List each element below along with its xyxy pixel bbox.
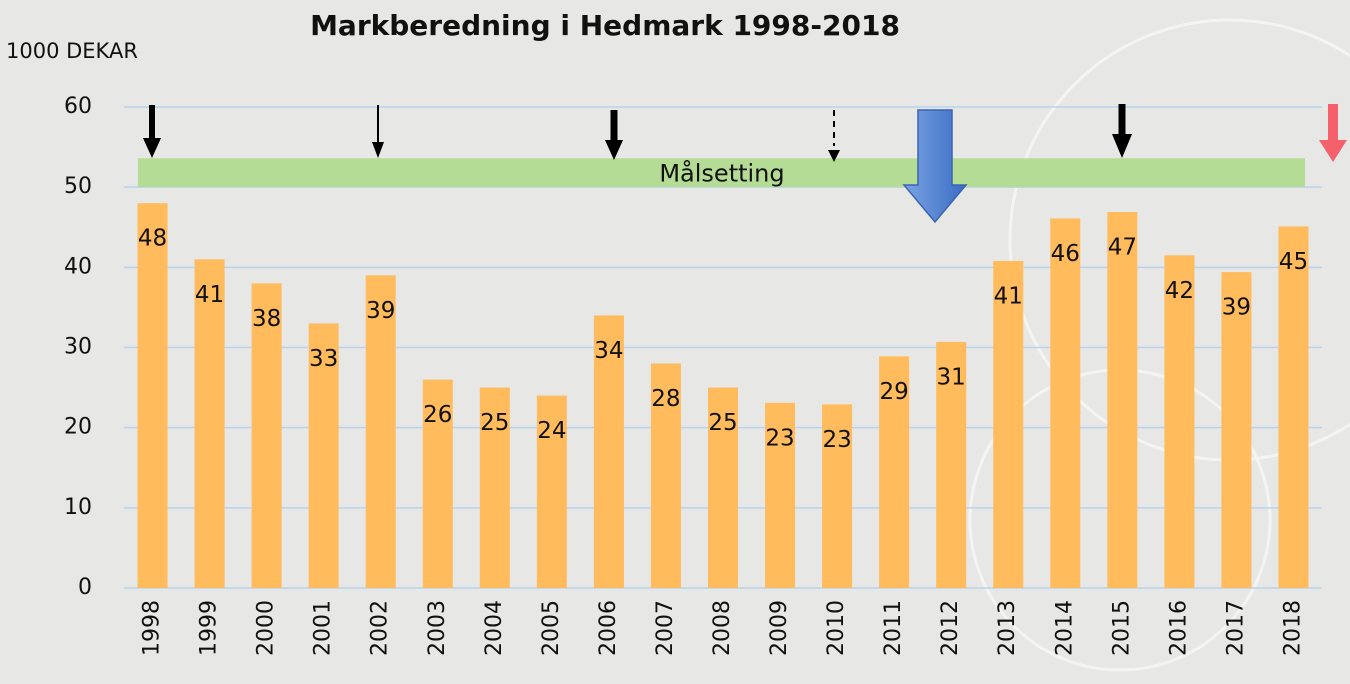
x-tick-label: 2016 — [1166, 600, 1191, 656]
data-label: 39 — [1222, 295, 1251, 321]
chart-title: Markberedning i Hedmark 1998-2018 — [310, 9, 900, 42]
bar — [1164, 255, 1195, 588]
bar — [194, 259, 225, 588]
bar — [993, 260, 1024, 588]
y-tick-label: 40 — [64, 254, 92, 279]
x-tick-label: 2015 — [1109, 600, 1134, 656]
bar — [1278, 226, 1309, 588]
y-tick-label: 30 — [64, 335, 92, 360]
data-label: 25 — [708, 410, 737, 436]
bar — [879, 356, 910, 588]
bar — [593, 315, 624, 588]
target-band: Målsetting — [138, 158, 1305, 188]
bar — [1050, 218, 1081, 588]
bar — [422, 379, 453, 588]
bar — [308, 323, 339, 588]
bar — [479, 387, 510, 588]
x-tick-label: 2011 — [881, 600, 906, 656]
target-label: Målsetting — [659, 159, 784, 188]
data-label: 38 — [252, 306, 281, 332]
bar — [765, 402, 796, 588]
x-tick-label: 2000 — [254, 600, 279, 656]
bar — [936, 341, 967, 588]
data-label: 28 — [651, 386, 680, 412]
data-label: 23 — [822, 427, 851, 453]
data-label: 42 — [1165, 278, 1194, 304]
bar — [708, 387, 738, 588]
data-label: 23 — [765, 425, 794, 451]
x-tick-label: 1998 — [140, 600, 165, 656]
y-axis-label: 1000 DEKAR — [6, 39, 138, 63]
x-tick-label: 2009 — [767, 600, 792, 656]
x-tick-label: 2014 — [1052, 600, 1077, 656]
data-label: 39 — [366, 298, 395, 324]
x-tick-label: 2017 — [1223, 600, 1248, 656]
bar — [137, 203, 168, 588]
data-label: 41 — [195, 282, 224, 308]
y-tick-label: 20 — [64, 415, 92, 440]
x-tick-label: 2008 — [710, 600, 735, 656]
x-tick-label: 2012 — [938, 600, 963, 656]
x-tick-label: 2001 — [311, 600, 336, 656]
data-label: 29 — [880, 379, 909, 405]
data-label: 41 — [994, 283, 1023, 309]
bar — [536, 395, 567, 588]
data-label: 31 — [937, 364, 966, 390]
x-tick-label: 2013 — [995, 600, 1020, 656]
bar — [1221, 272, 1252, 588]
bar — [650, 363, 681, 588]
x-tick-label: 2018 — [1280, 600, 1305, 656]
bar — [822, 404, 853, 588]
data-label: 47 — [1108, 235, 1137, 261]
data-label: 26 — [423, 402, 452, 428]
data-label: 48 — [138, 226, 167, 252]
data-label: 24 — [537, 418, 566, 444]
y-tick-label: 0 — [78, 575, 92, 600]
data-label: 25 — [480, 410, 509, 436]
x-tick-label: 2007 — [653, 600, 678, 656]
x-tick-label: 2003 — [425, 600, 450, 656]
data-label: 33 — [309, 346, 338, 372]
x-tick-label: 1999 — [197, 600, 222, 656]
y-tick-label: 60 — [64, 94, 92, 119]
x-tick-label: 2004 — [482, 600, 507, 656]
data-label: 45 — [1279, 249, 1308, 275]
bar — [365, 275, 396, 588]
data-label: 34 — [594, 338, 623, 364]
bars: 1998 48 1999 41 2000 38 2001 33 2002 39 2003 26 2004… — [137, 203, 1309, 656]
x-tick-label: 2006 — [596, 600, 621, 656]
bar — [251, 283, 282, 588]
bar — [1107, 212, 1138, 589]
y-tick-label: 10 — [64, 495, 92, 520]
y-tick-label: 50 — [64, 174, 92, 199]
x-tick-label: 2002 — [368, 600, 393, 656]
arrows — [143, 104, 1347, 224]
data-label: 46 — [1051, 241, 1080, 267]
target-range — [138, 158, 1305, 188]
x-tick-label: 2010 — [824, 600, 849, 656]
x-tick-label: 2005 — [539, 600, 564, 656]
